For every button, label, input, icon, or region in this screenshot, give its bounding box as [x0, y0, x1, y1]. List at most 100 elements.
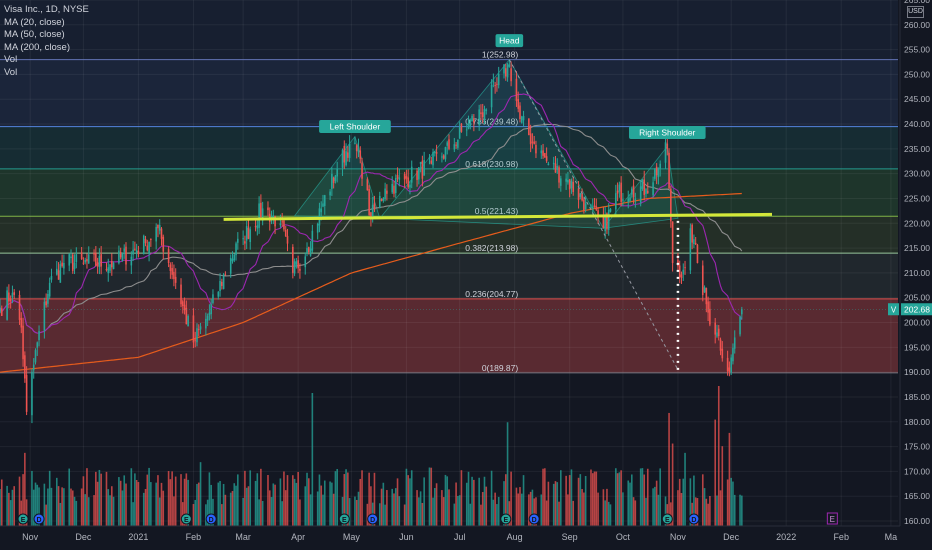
x-tick-label: Apr [291, 532, 305, 542]
candle-body [446, 142, 449, 146]
volume-bar [492, 499, 495, 526]
neckline [223, 212, 773, 221]
earnings-future-marker [826, 512, 838, 525]
volume-bar [645, 497, 647, 526]
y-tick-label: 210.00 [904, 268, 930, 278]
candle-body [162, 236, 165, 252]
volume-bar [458, 495, 461, 526]
volume-bar [709, 496, 711, 526]
fib-label: 0.786(239.48) [465, 117, 518, 127]
candle-body [497, 73, 500, 86]
volume-bar [544, 468, 546, 526]
fib-label: 0.236(204.77) [465, 289, 518, 299]
volume-bar [717, 386, 720, 526]
volume-bar [199, 462, 202, 526]
candle-body [368, 189, 370, 215]
volume-bar [714, 419, 717, 526]
y-tick-label: 200.00 [904, 318, 930, 328]
candle-body [490, 84, 493, 108]
candle-body [244, 241, 246, 244]
earnings-marker [17, 513, 29, 525]
volume-bar [150, 482, 152, 526]
volume-bar [677, 490, 679, 526]
candle-body [455, 144, 457, 146]
candle-body [721, 348, 724, 359]
candle-body [370, 212, 372, 219]
volume-bar [471, 476, 473, 526]
symbol-title[interactable]: Visa Inc., 1D, NYSE [4, 4, 89, 15]
candle-body [618, 184, 621, 192]
x-tick-label: Jun [399, 532, 414, 542]
candle-body [261, 208, 264, 221]
candle-body [689, 228, 692, 271]
candle-body [386, 190, 388, 194]
volume-bar [671, 443, 674, 526]
candle-body [570, 180, 573, 189]
candle-body [492, 81, 495, 83]
candle-body [343, 145, 346, 163]
volume-bar [444, 474, 447, 526]
candle-body [6, 290, 8, 320]
volume-bar [329, 481, 331, 526]
indicator-vol-2[interactable]: Vol [4, 66, 18, 78]
volume-bar [281, 501, 283, 526]
volume-bar [416, 490, 418, 526]
volume-bar [50, 487, 53, 526]
y-tick-label: 175.00 [904, 442, 930, 452]
indicator-ma200[interactable]: MA (200, close) [4, 41, 70, 53]
volume-bar [609, 504, 612, 526]
candle-body [409, 184, 411, 188]
volume-bar [554, 481, 557, 526]
volume-bar [196, 483, 198, 526]
volume-bar [497, 496, 500, 526]
volume-bar [570, 469, 573, 526]
currency-badge[interactable]: USD [907, 6, 924, 18]
candle-body [167, 249, 170, 263]
candle-body [423, 160, 425, 176]
volume-bar [155, 482, 157, 526]
volume-bar [627, 480, 630, 526]
candle-body [707, 301, 709, 313]
candle-body [577, 188, 580, 200]
candle-body [583, 199, 585, 211]
candle-body [134, 248, 136, 250]
candle-body [643, 179, 646, 195]
candle-body [646, 190, 649, 194]
volume-bar [194, 499, 197, 526]
indicator-vol-1[interactable]: Vol [4, 54, 18, 65]
volume-bar [622, 492, 624, 526]
candle-body [535, 145, 537, 154]
volume-bar [721, 446, 724, 526]
volume-bar [221, 504, 223, 526]
volume-bar [441, 490, 443, 526]
candle-body [306, 248, 308, 253]
volume-bar [297, 472, 299, 526]
y-tick-label: 180.00 [904, 417, 930, 427]
volume-bar [217, 482, 220, 526]
volume-bar [419, 491, 422, 526]
volume-bar [9, 500, 12, 526]
candle-body [664, 142, 667, 163]
candle-body [155, 226, 157, 242]
y-tick-label: 225.00 [904, 193, 930, 203]
volume-bar [75, 500, 78, 526]
volume-bar [274, 484, 276, 526]
candle-body [670, 188, 672, 222]
volume-bar [457, 496, 459, 526]
candle-body [709, 308, 711, 325]
volume-bar [293, 478, 296, 526]
x-tick-label: Ma [885, 532, 898, 542]
volume-bar [237, 474, 239, 526]
indicator-ma50[interactable]: MA (50, close) [4, 29, 65, 40]
volume-bar [410, 470, 413, 526]
candle-body [199, 326, 202, 330]
volume-bar [597, 492, 599, 526]
candle-body [135, 250, 138, 254]
candle-body [567, 180, 569, 183]
candle-body [318, 208, 321, 226]
indicator-ma20[interactable]: MA (20, close) [4, 16, 65, 28]
volume-bar [646, 468, 649, 526]
